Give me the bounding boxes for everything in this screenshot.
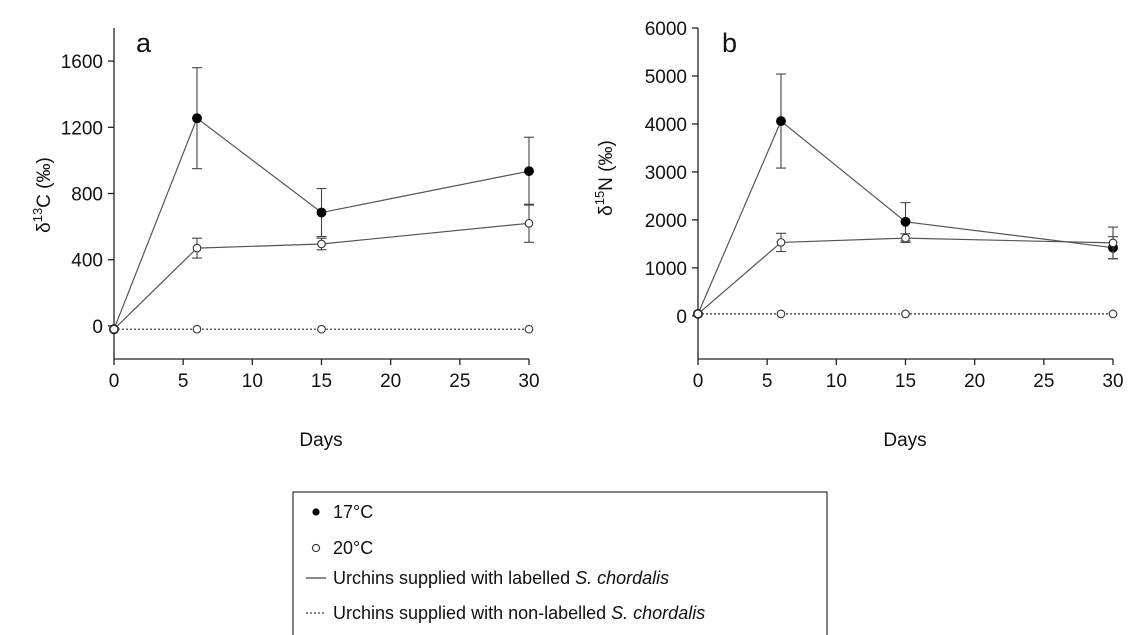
panel-a-chart: 0 400 800 1200 1600 0 5 10 15 20 25 30 a Days δ13C (‰) bbox=[30, 28, 540, 451]
a-data-point-17C_labelled bbox=[524, 166, 534, 177]
b-x-tick-label: 10 bbox=[826, 371, 847, 392]
a-data-point-17C_labelled bbox=[192, 113, 202, 124]
b-data-point-17C_labelled bbox=[776, 116, 786, 127]
b-data-point-20C_nonlabelled bbox=[901, 309, 910, 319]
b-y-tick-label: 4000 bbox=[645, 115, 687, 136]
legend-label-nonlabelled: Urchins supplied with non-labelled S. ch… bbox=[333, 603, 705, 623]
a-series-line-17C_labelled bbox=[113, 117, 530, 330]
a-x-axis-label: Days bbox=[299, 430, 342, 451]
b-y-axis-label-main: N (‰) bbox=[596, 140, 617, 191]
a-data-point-20C_nonlabelled bbox=[317, 324, 326, 334]
a-data-point-20C_nonlabelled bbox=[109, 324, 119, 334]
a-y-axis-label-superscript: 13 bbox=[30, 208, 45, 222]
legend-label-labelled-species: S. chordalis bbox=[575, 568, 669, 588]
legend-label-17c: 17°C bbox=[333, 502, 373, 522]
a-x-tick-label: 30 bbox=[518, 371, 539, 392]
a-data-point-20C_labelled bbox=[524, 218, 534, 228]
a-data-point-17C_labelled bbox=[316, 207, 327, 218]
b-y-tick-label: 3000 bbox=[645, 163, 687, 184]
b-data-point-20C_nonlabelled bbox=[776, 309, 786, 319]
b-x-tick-label: 15 bbox=[895, 371, 916, 392]
a-y-tick-label: 800 bbox=[71, 185, 103, 206]
b-y-axis-label-prefix: δ bbox=[596, 205, 617, 216]
a-data-point-20C_labelled bbox=[192, 243, 202, 253]
a-x-tick-label: 15 bbox=[311, 371, 332, 392]
b-y-tick-label: 0 bbox=[676, 307, 687, 328]
b-series-line-17C_labelled bbox=[697, 120, 1114, 315]
a-data-point-20C_nonlabelled bbox=[524, 324, 534, 334]
legend-open-marker bbox=[311, 543, 321, 553]
a-y-tick-label: 400 bbox=[71, 251, 103, 272]
a-y-tick-label: 1200 bbox=[61, 118, 103, 139]
b-x-axis-label: Days bbox=[883, 430, 926, 451]
b-x-tick-label: 25 bbox=[1033, 371, 1054, 392]
legend-label-20c: 20°C bbox=[333, 538, 373, 558]
b-x-tick-label: 30 bbox=[1102, 371, 1123, 392]
b-x-tick-label: 5 bbox=[762, 371, 773, 392]
legend-filled-marker bbox=[312, 508, 320, 516]
b-y-axis-label: δ15N (‰) bbox=[592, 140, 617, 216]
a-x-tick-label: 10 bbox=[242, 371, 263, 392]
a-series-line-20C_labelled bbox=[113, 222, 530, 330]
b-y-tick-label: 1000 bbox=[645, 259, 687, 280]
legend-label-nonlabelled-species: S. chordalis bbox=[611, 603, 705, 623]
b-panel-letter: b bbox=[722, 28, 737, 58]
legend-label-labelled: Urchins supplied with labelled S. chorda… bbox=[333, 568, 669, 588]
b-y-tick-label: 2000 bbox=[645, 211, 687, 232]
b-data-point-17C_labelled bbox=[900, 216, 911, 227]
a-data-point-20C_labelled bbox=[317, 239, 326, 249]
b-data-point-20C_nonlabelled bbox=[693, 309, 703, 319]
b-y-tick-label: 6000 bbox=[645, 19, 687, 40]
legend: 17°C 20°C Urchins supplied with labelled… bbox=[292, 491, 828, 635]
a-panel-letter: a bbox=[136, 28, 152, 58]
a-data-point-20C_nonlabelled bbox=[192, 324, 202, 334]
b-data-point-20C_labelled bbox=[1108, 238, 1118, 248]
b-data-point-20C_labelled bbox=[776, 238, 786, 247]
legend-label-nonlabelled-text: Urchins supplied with non-labelled bbox=[333, 603, 611, 623]
a-y-tick-label: 1600 bbox=[61, 52, 103, 73]
a-y-tick-label: 0 bbox=[92, 317, 103, 338]
legend-box bbox=[292, 491, 828, 635]
b-x-tick-label: 0 bbox=[693, 371, 704, 392]
a-x-tick-label: 25 bbox=[449, 371, 470, 392]
legend-label-labelled-text: Urchins supplied with labelled bbox=[333, 568, 575, 588]
a-y-axis-label-main: C (‰) bbox=[34, 157, 55, 208]
b-y-axis-label-superscript: 15 bbox=[592, 191, 607, 205]
b-series-line-20C_labelled bbox=[697, 237, 1114, 315]
a-x-tick-label: 20 bbox=[380, 371, 401, 392]
panel-b-chart: 0 1000 2000 3000 4000 5000 6000 0 5 10 15 20 25 30 b Da… bbox=[592, 19, 1124, 451]
a-x-tick-label: 0 bbox=[109, 371, 120, 392]
b-data-point-20C_nonlabelled bbox=[1108, 309, 1118, 319]
a-x-tick-label: 5 bbox=[178, 371, 189, 392]
a-y-axis-label: δ13C (‰) bbox=[30, 157, 55, 233]
b-y-tick-label: 5000 bbox=[645, 67, 687, 88]
a-y-axis-label-prefix: δ bbox=[34, 222, 55, 233]
b-x-tick-label: 20 bbox=[964, 371, 985, 392]
b-data-point-20C_labelled bbox=[901, 233, 910, 243]
